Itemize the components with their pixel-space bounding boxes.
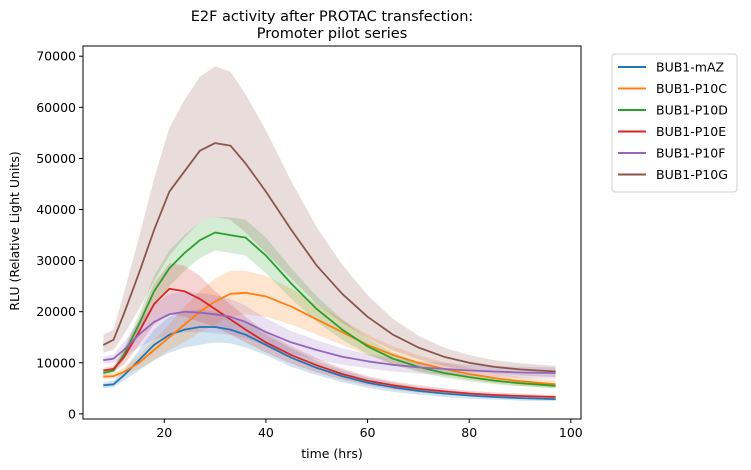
legend-label-4: BUB1-P10F bbox=[656, 146, 725, 161]
line-series-1 bbox=[103, 291, 556, 386]
x-tick-label-1: 40 bbox=[258, 425, 274, 440]
line-series-2 bbox=[103, 231, 556, 387]
series-lines bbox=[102, 142, 556, 400]
y-tick-label-0: 0 bbox=[68, 406, 76, 421]
y-tick-label-1: 10000 bbox=[36, 355, 76, 370]
x-tick-label-0: 20 bbox=[156, 425, 172, 440]
band-series-4 bbox=[103, 291, 556, 379]
x-axis: 20 40 60 80 100 bbox=[156, 419, 583, 440]
chart-title-line2: Promoter pilot series bbox=[257, 26, 408, 42]
legend-label-2: BUB1-P10D bbox=[656, 103, 728, 118]
y-tick-label-7: 70000 bbox=[36, 49, 76, 64]
band-series-3 bbox=[103, 263, 556, 400]
line-series-5 bbox=[102, 142, 556, 373]
x-axis-label: time (hrs) bbox=[301, 446, 363, 461]
legend-label-3: BUB1-P10E bbox=[656, 124, 726, 139]
band-series-0 bbox=[103, 309, 556, 402]
legend-label-5: BUB1-P10G bbox=[656, 167, 728, 182]
legend-label-0: BUB1-mAZ bbox=[656, 60, 724, 75]
y-tick-label-4: 40000 bbox=[36, 202, 76, 217]
legend-label-1: BUB1-P10C bbox=[656, 81, 727, 96]
chart-title-line1: E2F activity after PROTAC transfection: bbox=[191, 9, 474, 25]
y-axis-label: RLU (Relative Light Units) bbox=[7, 151, 22, 310]
y-tick-label-6: 60000 bbox=[36, 100, 76, 115]
line-series-4 bbox=[103, 310, 556, 374]
x-tick-label-4: 100 bbox=[559, 425, 583, 440]
y-tick-label-5: 50000 bbox=[36, 151, 76, 166]
x-tick-label-3: 80 bbox=[461, 425, 477, 440]
line-series-3 bbox=[103, 287, 556, 398]
y-axis: 0 10000 20000 30000 40000 50000 60000 70000 bbox=[36, 49, 83, 421]
y-tick-label-3: 30000 bbox=[36, 253, 76, 268]
line-series-0 bbox=[103, 326, 556, 400]
legend: BUB1-mAZ BUB1-P10C BUB1-P10D BUB1-P10E BUB1-… bbox=[611, 53, 738, 193]
confidence-bands bbox=[103, 66, 556, 402]
x-tick-label-2: 60 bbox=[360, 425, 376, 440]
y-tick-label-2: 20000 bbox=[36, 304, 76, 319]
plot-frame bbox=[82, 45, 582, 420]
